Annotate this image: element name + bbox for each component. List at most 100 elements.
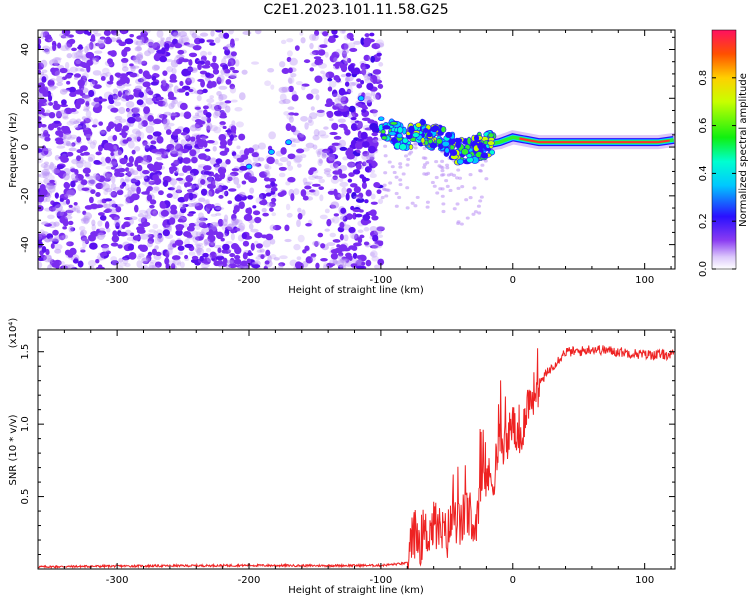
spectrogram-cell [207,80,213,88]
spectrogram-cell [185,91,190,96]
spectrogram-cell [286,160,292,167]
spectrogram-cell [215,101,224,106]
spectrogram-cell [240,260,248,267]
spectrogram-cell [352,212,357,220]
spectrogram-cell [344,76,351,82]
spectrogram-y-label: Frequency (Hz) [8,112,19,188]
spectrogram-cell [66,80,71,85]
spectrogram-cell [231,151,237,157]
spectrogram-cell [233,176,240,185]
spectrogram-cell [49,185,56,190]
spectrogram-cell [62,219,69,227]
spectrogram-cell [294,261,303,269]
spectrogram-cell [52,103,61,111]
spectrogram-cell [166,247,173,256]
signal-cell [389,121,398,126]
spectrogram-cell [44,238,51,243]
spectrogram-cell [86,135,91,141]
spectrogram-cell [38,116,42,121]
spectrogram-cell [364,77,373,84]
spectrogram-cell [52,229,59,236]
spectrogram-cell [150,209,159,217]
snr-panel: -300 -200 -100 0 100 0.51.01.5 Height of str… [8,318,676,596]
spectrogram-cell [38,151,46,159]
spectrogram-cell [223,68,231,74]
spectrogram-cell [61,89,70,93]
x-tick-label: 0 [510,575,516,586]
spectrogram-cell [217,74,225,82]
spectrogram-cell [111,93,118,100]
spectrogram-cell [81,116,87,121]
spectrogram-cell [176,262,181,267]
spectrogram-cell [92,70,102,76]
signal-cell [397,126,404,134]
spectrogram-cell [172,99,179,105]
spectrogram-cell [339,221,345,229]
spectrogram-cell [320,243,326,249]
spectrogram-cell [109,123,118,127]
spectrogram-cell [104,221,110,230]
spectrogram-cell [126,162,134,167]
spectrogram-cell [224,48,231,56]
spectrogram-cell [150,186,160,193]
x-tick-label: -300 [106,575,129,586]
spectrogram-cell [264,170,270,175]
spectrogram-cell [119,76,129,80]
spectrogram-cell [179,102,188,111]
spectrogram-cell [398,165,403,169]
spectrogram-cell [179,261,185,268]
spectrogram-cell [38,77,42,84]
spectrogram-cell [331,30,338,35]
spectrogram-cell [242,252,248,260]
spectrogram-cell [177,196,186,203]
spectrogram-cell [287,165,294,171]
spectrogram-cell [165,36,172,45]
spectrogram-cell [197,139,206,148]
spectrogram-cell [41,126,50,133]
spectrogram-cell [378,198,384,205]
spectrogram-cell [200,79,206,88]
spectrogram-cell [252,205,257,209]
spectrogram-cell [58,155,68,160]
spectrogram-cell [245,207,252,214]
spectrogram-cell [162,229,170,237]
spectrogram-cell [362,141,370,148]
spectrogram-cell [266,202,273,207]
spectrogram-cell [117,164,122,170]
spectrogram-cell [87,179,97,185]
spectrogram-cell [148,229,157,233]
spectrogram-cell [61,140,71,146]
spectrogram-cell [383,144,388,148]
spectrogram-cell [88,54,93,58]
spectrogram-cell [98,43,106,50]
spectrogram-cell [223,45,229,50]
signal-cell [402,137,409,144]
spectrogram-cell [89,141,96,149]
spectrogram-cell [201,116,209,121]
spectrogram-cell [80,179,88,186]
spectrogram-cell [133,39,139,46]
spectrogram-cell [192,45,202,51]
spectrogram-cell [97,264,103,269]
spectrogram-cell [102,203,112,209]
spectrogram-cell [116,189,124,196]
spectrogram-cell [174,128,182,135]
spectrogram-cell [218,85,228,90]
spectrogram-cell [156,49,166,54]
spectrogram-cell [370,91,376,96]
spectrogram-cell [339,146,348,151]
spectrogram-cell [297,234,305,243]
spectrogram-cell [370,201,378,205]
spectrogram-cell [150,140,157,145]
signal-cell [357,95,365,102]
spectrogram-cell [64,30,70,37]
spectrogram-cell [357,229,364,234]
spectrogram-cell [188,251,196,256]
spectrogram-cell [219,121,226,126]
spectrogram-cell [329,232,336,238]
spectrogram-cell [347,42,356,49]
spectrogram-cell [62,116,69,120]
spectrogram-cell [178,172,185,177]
spectrogram-cell [100,161,107,167]
spectrogram-cell [377,258,385,266]
